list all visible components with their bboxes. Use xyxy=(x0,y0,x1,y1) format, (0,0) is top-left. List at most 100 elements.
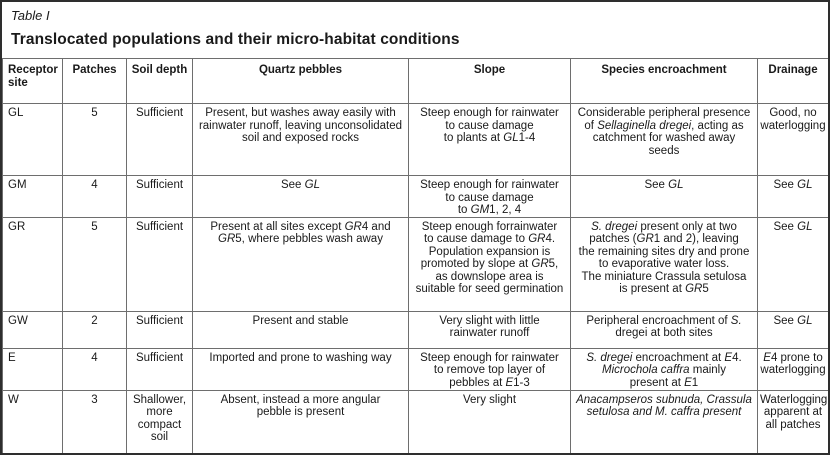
cell-line: Anacampseros subnuda, Crassula xyxy=(576,393,752,406)
cell-drainage: See GL xyxy=(757,175,828,218)
cell-quartz: Imported and prone to washing way xyxy=(192,347,409,391)
cell-line: See GL xyxy=(280,179,320,191)
cell-quartz: Present at all sites except GR4 and GR5, … xyxy=(192,216,409,312)
cell-line: pebble is present xyxy=(256,406,345,418)
cell-drainage: Good, no waterlogging xyxy=(757,103,828,176)
cell-site: E xyxy=(2,347,63,391)
cell-line: E4 prone to xyxy=(763,351,823,364)
cell-line: rainwater runoff xyxy=(449,327,530,339)
cell-species: Anacampseros subnuda, Crassula setulosa a… xyxy=(570,389,758,453)
cell-soil: Shallower, more compact soil xyxy=(126,389,193,453)
cell-line: suitable for seed germination xyxy=(415,283,564,295)
cell-line: more xyxy=(146,406,173,418)
cell-patches: 3 xyxy=(62,389,127,453)
cell-slope: Steep enough for rainwater to cause damag… xyxy=(408,103,571,176)
cell-patches: 2 xyxy=(62,310,127,349)
cell-line: GR xyxy=(8,220,26,233)
cell-soil: Sufficient xyxy=(126,103,193,176)
title-block: Table I Translocated populations and the… xyxy=(2,2,828,58)
cell-soil: Sufficient xyxy=(126,347,193,391)
cell-line: GW xyxy=(8,314,28,327)
table-row: GL 5 Sufficient Present, but washes away ea… xyxy=(2,103,828,176)
cell-drainage: See GL xyxy=(757,216,828,312)
column-header-drainage: Drainage xyxy=(757,58,828,104)
cell-slope: Steep enough for rainwater to remove top … xyxy=(408,347,571,391)
cell-line: GM xyxy=(8,179,27,191)
cell-line: Sufficient xyxy=(135,220,184,233)
column-header-site: Receptor site xyxy=(2,58,63,104)
cell-line: Sufficient xyxy=(135,314,184,327)
cell-line: 5 xyxy=(91,220,98,233)
cell-line: promoted by slope at GR5, xyxy=(420,258,559,270)
table-row: GM 4 Sufficient See GL Steep enough for rain… xyxy=(2,175,828,218)
cell-line: to remove top layer of xyxy=(433,364,546,376)
cell-soil: Sufficient xyxy=(126,175,193,218)
cell-line: to plants at GL1-4 xyxy=(443,132,536,144)
cell-line: to cause damage xyxy=(445,191,534,204)
column-header-patches: Patches xyxy=(62,58,127,104)
header-row: Receptor site Patches Soil depth Quartz peb… xyxy=(2,58,828,104)
cell-line: 5 xyxy=(91,107,98,119)
cell-line: W xyxy=(8,393,19,406)
cell-patches: 5 xyxy=(62,216,127,312)
cell-line: to cause damage xyxy=(445,119,534,132)
cell-line: Shallower, xyxy=(132,393,187,406)
cell-line: waterlogging xyxy=(760,364,826,376)
cell-species: Peripheral encroachment of S. dregei at b… xyxy=(570,310,758,349)
cell-line: S. dregei present only at two xyxy=(591,220,737,233)
cell-line: Sufficient xyxy=(135,179,184,191)
cell-line: the remaining sites dry and prone xyxy=(578,245,750,258)
cell-line: GR5, where pebbles wash away xyxy=(218,233,383,245)
cell-site: GM xyxy=(2,175,63,218)
cell-patches: 4 xyxy=(62,347,127,391)
cell-line: to cause damage to GR4. xyxy=(423,233,556,245)
table-row: W 3 Shallower, more compact soil Absent, inste… xyxy=(2,389,828,453)
cell-line: See GL xyxy=(644,179,684,191)
cell-line: Absent, instead a more angular xyxy=(220,393,381,406)
cell-site: GR xyxy=(2,216,63,312)
cell-line: 3 xyxy=(91,393,98,406)
cell-line: Sufficient xyxy=(135,351,184,364)
cell-line: The miniature Crassula setulosa xyxy=(581,270,747,283)
cell-line: Population expansion is xyxy=(428,245,551,258)
cell-line: 4 xyxy=(91,351,98,364)
cell-line: Present and stable xyxy=(252,314,349,327)
cell-species: Considerable peripheral presence of Sella… xyxy=(570,103,758,176)
cell-line: soil xyxy=(150,431,169,443)
cell-line: Steep enough for rainwater xyxy=(420,107,559,119)
cell-line: Very slight with little xyxy=(439,314,540,327)
cell-line: Very slight xyxy=(462,393,517,406)
cell-patches: 5 xyxy=(62,103,127,176)
cell-line: Steep enough forrainwater xyxy=(421,220,558,233)
cell-line: all patches xyxy=(765,418,821,431)
cell-line: compact xyxy=(137,418,182,431)
microhabitat-table: Receptor site Patches Soil depth Quartz peb… xyxy=(2,58,828,453)
table-header: Receptor site Patches Soil depth Quartz peb… xyxy=(2,58,828,104)
cell-patches: 4 xyxy=(62,175,127,218)
cell-quartz: Present and stable xyxy=(192,310,409,349)
cell-line: as downslope area is xyxy=(435,270,544,283)
column-header-slope: Slope xyxy=(408,58,571,104)
cell-line: 4 xyxy=(91,179,98,191)
cell-slope: Steep enough for rainwater to cause damag… xyxy=(408,175,571,218)
cell-line: Peripheral encroachment of S. xyxy=(586,314,742,327)
cell-line: Present, but washes away easily with xyxy=(205,107,396,119)
cell-quartz: Present, but washes away easily with rain… xyxy=(192,103,409,176)
cell-line: S. dregei encroachment at E4. xyxy=(586,351,742,364)
cell-line: soil and exposed rocks xyxy=(242,132,359,144)
cell-line: rainwater runoff, leaving unconsolidated xyxy=(198,119,403,132)
cell-soil: Sufficient xyxy=(126,216,193,312)
cell-slope: Steep enough forrainwater to cause damage… xyxy=(408,216,571,312)
column-header-quartz: Quartz pebbles xyxy=(192,58,409,104)
cell-line: setulosa and M. caffra present xyxy=(586,406,742,418)
cell-line: GL xyxy=(8,107,24,119)
cell-species: S. dregei encroachment at E4. Microchola … xyxy=(570,347,758,391)
cell-line: to GM1, 2, 4 xyxy=(457,204,522,216)
table-label: Table I xyxy=(11,8,50,23)
cell-line: Imported and prone to washing way xyxy=(209,351,392,364)
cell-line: seeds xyxy=(648,144,680,157)
cell-line: Present at all sites except GR4 and xyxy=(210,220,391,233)
cell-line: Waterlogging xyxy=(760,393,828,406)
cell-line: E xyxy=(8,351,16,364)
cell-line: See GL xyxy=(773,220,813,233)
